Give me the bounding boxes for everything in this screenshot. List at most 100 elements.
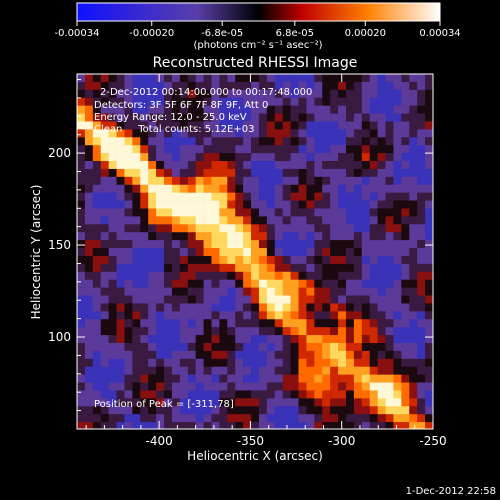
image-pixel <box>330 240 339 249</box>
image-pixel <box>77 414 86 423</box>
image-pixel <box>298 208 307 217</box>
image-pixel <box>377 145 386 154</box>
image-pixel <box>266 153 276 162</box>
image-pixel <box>211 406 220 415</box>
image-pixel <box>314 129 323 138</box>
image-pixel <box>369 137 378 146</box>
image-pixel <box>171 168 181 178</box>
image-pixel <box>164 279 173 288</box>
image-pixel <box>345 311 355 320</box>
image-pixel <box>282 295 291 304</box>
image-pixel <box>116 303 125 312</box>
image-pixel <box>140 279 149 288</box>
image-pixel <box>179 153 189 162</box>
image-pixel <box>345 192 355 201</box>
image-pixel <box>345 248 355 257</box>
image-pixel <box>171 153 181 162</box>
image-pixel <box>211 81 220 91</box>
image-pixel <box>322 97 331 106</box>
image-pixel <box>84 374 94 383</box>
image-pixel <box>330 358 339 368</box>
image-pixel <box>100 406 109 415</box>
image-pixel <box>195 382 204 391</box>
image-pixel <box>140 208 149 217</box>
image-pixel <box>77 216 86 225</box>
image-pixel <box>417 208 426 217</box>
image-pixel <box>377 422 386 429</box>
image-pixel <box>235 97 244 106</box>
image-pixel <box>235 153 244 162</box>
image-pixel <box>187 153 196 162</box>
image-pixel <box>195 153 204 162</box>
image-pixel <box>100 113 109 122</box>
image-pixel <box>274 153 283 162</box>
image-pixel <box>282 374 291 383</box>
image-pixel <box>156 335 165 344</box>
image-pixel <box>306 145 315 154</box>
image-pixel <box>306 153 315 162</box>
image-pixel <box>393 263 402 273</box>
image-pixel <box>132 97 141 106</box>
image-pixel <box>345 398 355 407</box>
image-pixel <box>203 216 212 225</box>
image-pixel <box>385 319 394 328</box>
image-pixel <box>314 200 323 209</box>
image-pixel <box>148 335 157 344</box>
image-pixel <box>100 121 109 130</box>
image-pixel <box>164 319 173 328</box>
image-pixel <box>409 208 418 217</box>
image-pixel <box>369 279 378 288</box>
image-pixel <box>124 224 133 233</box>
image-pixel <box>219 390 228 399</box>
image-pixel <box>187 240 196 249</box>
image-pixel <box>282 113 291 122</box>
image-pixel <box>314 350 323 360</box>
image-pixel <box>266 342 276 352</box>
image-pixel <box>266 161 276 170</box>
image-pixel <box>243 81 252 91</box>
image-pixel <box>116 129 125 138</box>
image-pixel <box>377 350 386 360</box>
image-pixel <box>132 161 141 170</box>
image-pixel <box>417 216 426 225</box>
image-pixel <box>164 184 173 193</box>
image-pixel <box>298 145 307 154</box>
image-pixel <box>100 129 109 138</box>
image-pixel <box>203 105 212 114</box>
image-pixel <box>92 366 102 375</box>
image-pixel <box>108 184 117 193</box>
image-pixel <box>345 382 355 391</box>
image-pixel <box>195 342 204 352</box>
image-pixel <box>156 319 165 328</box>
image-pixel <box>298 303 307 312</box>
image-pixel <box>345 121 355 130</box>
image-pixel <box>401 161 410 170</box>
image-pixel <box>258 97 268 106</box>
image-pixel <box>219 327 228 336</box>
image-pixel <box>338 263 347 273</box>
image-pixel <box>156 145 165 154</box>
image-pixel <box>425 224 433 233</box>
image-pixel <box>116 240 125 249</box>
image-pixel <box>345 184 355 193</box>
image-pixel <box>235 113 244 122</box>
image-pixel <box>298 255 307 265</box>
image-pixel <box>393 240 402 249</box>
image-pixel <box>377 311 386 320</box>
image-pixel <box>195 358 204 368</box>
image-pixel <box>100 335 109 344</box>
image-pixel <box>266 366 276 375</box>
image-pixel <box>377 319 386 328</box>
image-pixel <box>92 176 102 186</box>
image-pixel <box>330 129 339 138</box>
image-pixel <box>108 279 117 288</box>
image-pixel <box>243 248 252 257</box>
image-pixel <box>84 89 94 99</box>
image-pixel <box>322 145 331 154</box>
image-pixel <box>108 287 117 296</box>
image-pixel <box>314 271 323 280</box>
image-pixel <box>251 350 260 360</box>
image-pixel <box>393 200 402 209</box>
image-pixel <box>84 129 94 138</box>
image-pixel <box>369 145 378 154</box>
